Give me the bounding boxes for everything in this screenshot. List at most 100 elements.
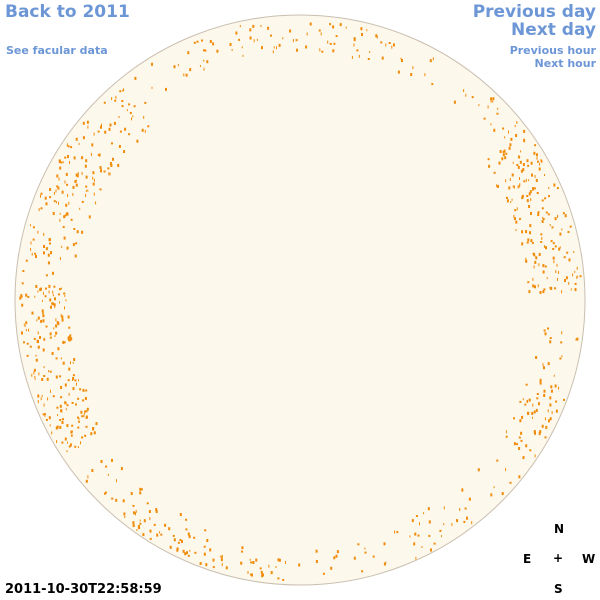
feature-point (60, 287, 62, 290)
feature-point (77, 426, 80, 429)
feature-point (542, 264, 545, 268)
back-to-year-link[interactable]: Back to 2011 (5, 2, 130, 22)
feature-point (70, 434, 73, 437)
feature-point (261, 574, 264, 578)
feature-point (531, 173, 533, 177)
feature-point (543, 329, 546, 332)
feature-point (367, 58, 370, 60)
feature-point (531, 241, 534, 244)
feature-point (25, 293, 28, 297)
feature-point (68, 201, 70, 205)
feature-point (443, 523, 445, 526)
feature-point (119, 130, 122, 133)
feature-point (118, 145, 121, 148)
feature-point (506, 196, 508, 199)
feature-point (43, 245, 45, 248)
feature-point (59, 212, 61, 215)
feature-point (235, 31, 238, 35)
feature-point (273, 46, 275, 49)
feature-point (410, 73, 413, 76)
feature-point (68, 326, 71, 329)
feature-point (251, 573, 253, 577)
feature-point (415, 556, 417, 560)
feature-point (533, 410, 536, 414)
feature-point (400, 57, 402, 60)
feature-point (181, 540, 183, 543)
feature-point (40, 192, 43, 195)
feature-point (510, 201, 512, 203)
feature-point (353, 37, 356, 40)
feature-point (66, 143, 68, 147)
feature-point (160, 533, 163, 536)
feature-point (247, 571, 249, 574)
feature-point (553, 183, 556, 187)
feature-point (520, 431, 523, 435)
feature-point (239, 25, 241, 28)
feature-point (520, 150, 522, 153)
feature-point (220, 555, 223, 558)
feature-point (554, 217, 557, 221)
feature-point (547, 213, 550, 216)
feature-point (66, 183, 69, 186)
feature-point (37, 345, 40, 349)
feature-point (34, 252, 37, 255)
feature-point (77, 397, 80, 400)
feature-point (298, 563, 301, 567)
feature-point (478, 104, 480, 107)
feature-point (204, 49, 207, 52)
feature-point (57, 414, 58, 417)
feature-point (558, 247, 561, 251)
feature-point (532, 403, 534, 407)
feature-point (203, 49, 205, 52)
feature-point (49, 332, 52, 336)
next-day-link[interactable]: Next day (511, 20, 596, 40)
feature-point (463, 520, 466, 523)
feature-point (34, 377, 36, 380)
feature-point (193, 536, 196, 539)
feature-point (521, 415, 524, 419)
feature-point (539, 381, 542, 385)
feature-point (558, 271, 560, 274)
feature-point (63, 341, 66, 344)
feature-point (549, 224, 551, 227)
feature-point (380, 41, 383, 44)
feature-point (529, 231, 531, 235)
feature-point (253, 39, 255, 43)
feature-point (19, 296, 22, 300)
feature-point (186, 551, 188, 555)
feature-point (574, 288, 577, 292)
feature-point (36, 339, 39, 343)
feature-point (144, 129, 146, 133)
feature-point (123, 512, 126, 516)
feature-point (428, 534, 431, 537)
feature-point (58, 293, 60, 296)
feature-point (21, 282, 24, 285)
feature-point (569, 225, 572, 228)
feature-point (139, 491, 142, 495)
feature-point (463, 89, 465, 93)
feature-point (128, 133, 131, 136)
feature-point (260, 570, 263, 574)
next-hour-link[interactable]: Next hour (534, 57, 597, 70)
feature-point (504, 156, 507, 160)
feature-point (565, 276, 568, 280)
feature-point (187, 554, 190, 557)
feature-point (48, 370, 50, 373)
feature-point (111, 97, 113, 101)
feature-point (505, 430, 507, 434)
feature-point (542, 290, 545, 294)
feature-point (566, 251, 569, 254)
feature-point (60, 314, 62, 317)
feature-point (66, 212, 69, 216)
feature-point (396, 531, 399, 534)
feature-point (116, 479, 117, 483)
facular-data-link[interactable]: See facular data (6, 44, 108, 57)
feature-point (95, 201, 97, 205)
feature-point (90, 152, 92, 156)
feature-point (544, 265, 547, 268)
feature-point (534, 285, 536, 289)
previous-hour-link[interactable]: Previous hour (509, 44, 596, 57)
previous-day-link[interactable]: Previous day (472, 2, 596, 22)
feature-point (289, 29, 292, 33)
feature-point (203, 545, 206, 548)
